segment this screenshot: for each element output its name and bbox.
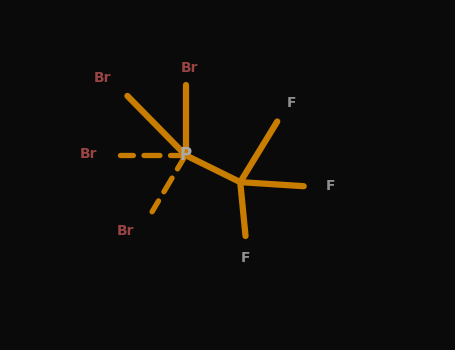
Text: Br: Br — [94, 71, 111, 85]
Text: F: F — [287, 96, 296, 110]
Text: Br: Br — [180, 61, 198, 75]
Text: F: F — [241, 251, 250, 265]
Text: F: F — [325, 179, 335, 193]
Text: Br: Br — [80, 147, 97, 161]
Text: Br: Br — [117, 224, 134, 238]
Text: P: P — [180, 146, 192, 164]
